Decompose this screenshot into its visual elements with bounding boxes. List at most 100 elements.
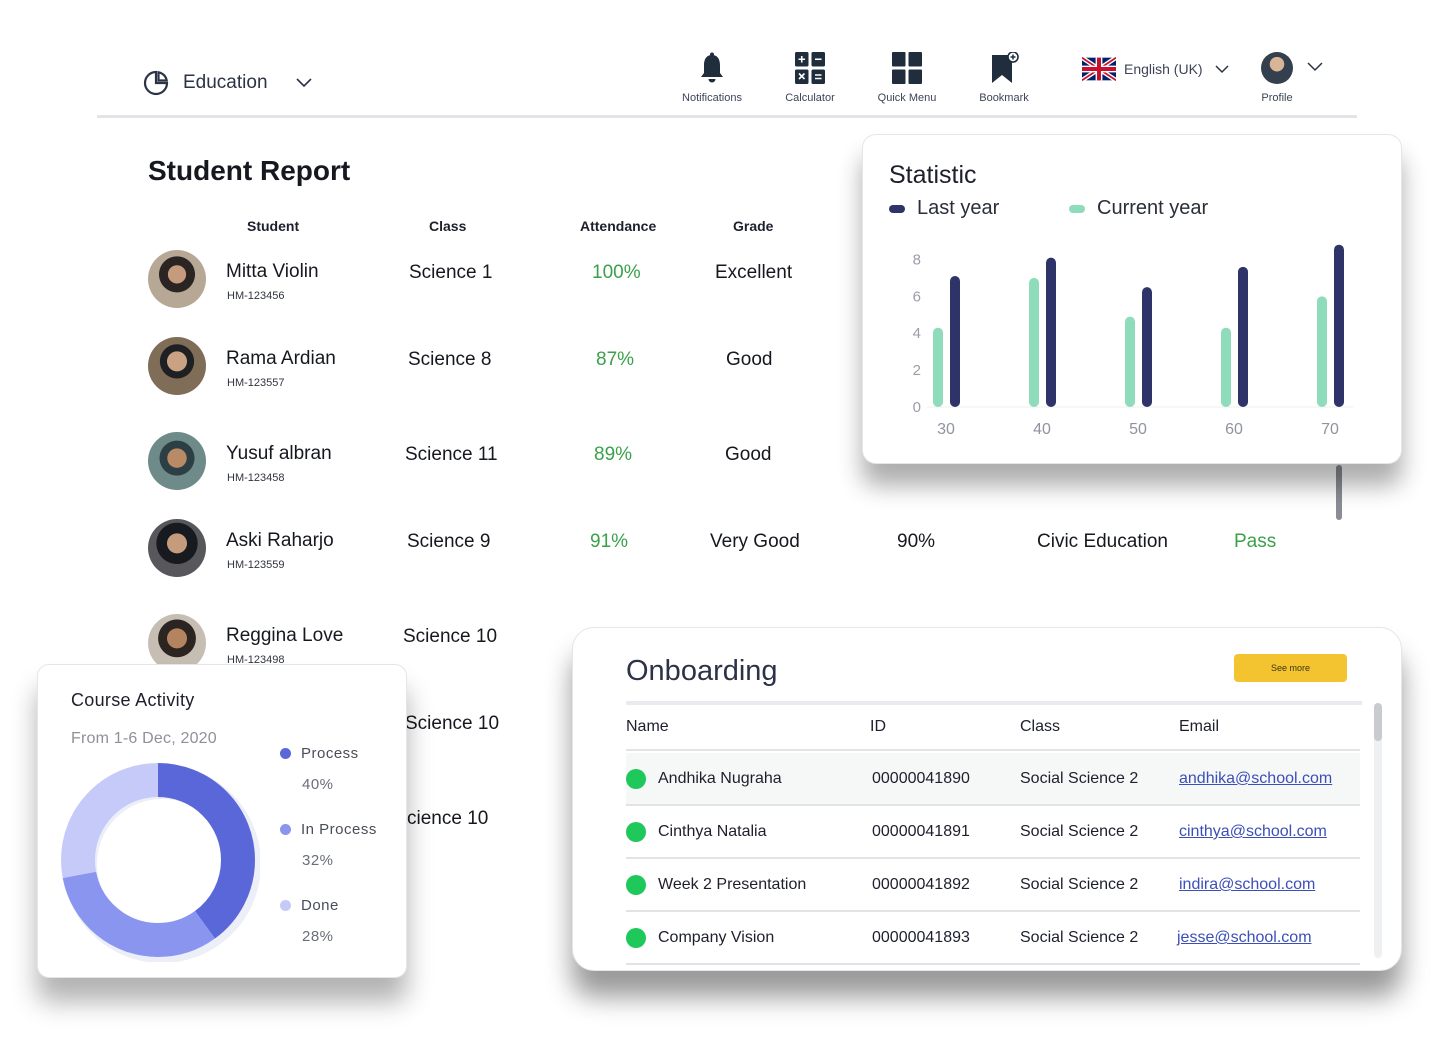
table-row[interactable]: Company Vision 00000041893 Social Scienc…: [626, 912, 1360, 965]
student-class: Science 10: [405, 713, 500, 734]
app-switcher[interactable]: Education: [143, 70, 312, 96]
bar-current-year: [933, 327, 943, 407]
student-attendance: 91%: [590, 531, 629, 552]
donut-segment-done: [61, 763, 255, 957]
student-attendance: 100%: [592, 262, 641, 283]
table-row[interactable]: Week 2 Presentation 00000041892 Social S…: [626, 859, 1360, 912]
x-tick-label: 70: [1321, 421, 1339, 438]
student-row[interactable]: Mitta Violin HM-123456 Science 1 100% Ex…: [148, 250, 1328, 312]
y-tick-label: 8: [913, 251, 921, 268]
row-email-link[interactable]: cinthya@school.com: [1179, 823, 1327, 840]
calculator-icon: [795, 52, 825, 84]
nav-label: Calculator: [785, 92, 835, 104]
student-class: Science 8: [408, 349, 492, 370]
nav-quick-menu[interactable]: Quick Menu: [862, 52, 952, 104]
column-header-name: Name: [626, 718, 669, 735]
student-class: Science 9: [407, 531, 491, 552]
x-tick-label: 60: [1225, 421, 1243, 438]
row-email-link[interactable]: jesse@school.com: [1177, 929, 1312, 946]
chevron-down-icon[interactable]: [295, 78, 312, 88]
divider: [626, 701, 1362, 705]
row-name: Week 2 Presentation: [658, 876, 807, 893]
legend-item-done: Done 28%: [280, 897, 339, 945]
row-email-link[interactable]: andhika@school.com: [1179, 770, 1333, 787]
page-title: Student Report: [148, 155, 351, 186]
row-id: 00000041891: [872, 823, 970, 840]
student-row[interactable]: Rama Ardian HM-123557 Science 8 87% Good: [148, 337, 1328, 399]
column-header-attendance: Attendance: [580, 218, 657, 234]
onboarding-card: Onboarding See more Name ID Class Email …: [572, 627, 1402, 971]
chevron-down-icon[interactable]: [1215, 64, 1229, 74]
scrollbar-thumb[interactable]: [1374, 703, 1382, 741]
card-title: Onboarding: [626, 655, 778, 687]
scrollbar[interactable]: [1336, 465, 1342, 520]
student-subject: Civic Education: [1037, 531, 1168, 552]
row-name: Cinthya Natalia: [658, 823, 767, 840]
student-score: 90%: [897, 531, 936, 552]
legend-percent: 28%: [302, 928, 334, 945]
column-header-student: Student: [247, 218, 300, 234]
y-tick-label: 6: [913, 288, 921, 305]
row-email-link[interactable]: indira@school.com: [1179, 876, 1316, 893]
student-grade: Good: [726, 349, 773, 370]
nav-label: Bookmark: [979, 92, 1029, 104]
student-status: Pass: [1234, 531, 1277, 552]
legend-label: Current year: [1097, 197, 1209, 219]
table-row[interactable]: Andhika Nugraha 00000041890 Social Scien…: [626, 753, 1360, 806]
student-attendance: 89%: [594, 444, 633, 465]
student-class: Science 1: [409, 262, 493, 283]
legend-last-year: Last year: [889, 197, 999, 220]
language-selector[interactable]: English (UK): [1082, 57, 1229, 81]
chevron-down-icon[interactable]: [1307, 62, 1323, 72]
x-tick-label: 30: [937, 421, 955, 438]
avatar: [148, 250, 206, 308]
table-row[interactable]: Cinthya Natalia 00000041891 Social Scien…: [626, 806, 1360, 859]
see-more-button[interactable]: See more: [1234, 654, 1347, 682]
nav-bookmark[interactable]: Bookmark: [959, 52, 1049, 104]
row-id: 00000041892: [872, 876, 970, 893]
uk-flag-icon: [1082, 57, 1116, 81]
student-name: Rama Ardian: [226, 348, 336, 369]
bar-last-year: [1238, 266, 1248, 407]
bookmark-icon: [992, 52, 1019, 83]
legend-swatch: [889, 204, 905, 213]
row-class: Social Science 2: [1020, 770, 1139, 787]
bar-last-year: [1142, 287, 1152, 407]
scrollbar-track[interactable]: [1374, 703, 1382, 958]
pie-chart-icon: [143, 70, 169, 96]
avatar: [148, 337, 206, 395]
avatar: [1261, 52, 1293, 84]
x-tick-label: 40: [1033, 421, 1051, 438]
student-name: Aski Raharjo: [226, 530, 334, 551]
y-tick-label: 4: [913, 325, 921, 342]
student-id: HM-123557: [227, 377, 285, 389]
row-name: Company Vision: [658, 929, 775, 946]
bar-chart: 0 2 4 6 8 30 40 50 60 70: [913, 244, 1353, 438]
avatar: [148, 614, 206, 672]
student-grade: Very Good: [710, 531, 800, 552]
nav-calculator[interactable]: Calculator: [765, 52, 855, 104]
legend-percent: 40%: [302, 776, 334, 793]
column-header-grade: Grade: [733, 218, 774, 234]
legend-current-year: Current year: [1069, 197, 1208, 220]
nav-notifications[interactable]: Notifications: [667, 52, 757, 104]
student-row[interactable]: Reggina Love HM-123498 Science 10: [148, 614, 1328, 676]
row-name: Andhika Nugraha: [658, 770, 782, 787]
profile-label: Profile: [1261, 92, 1293, 104]
student-row[interactable]: Yusuf albran HM-123458 Science 11 89% Go…: [148, 432, 1328, 494]
avatar: [148, 519, 206, 577]
column-header-class: Class: [1020, 718, 1061, 735]
top-bar: Education Notifications Calculator: [97, 40, 1357, 118]
status-dot: [626, 822, 646, 842]
y-tick-label: 0: [913, 399, 921, 416]
grid-icon: [892, 52, 922, 84]
student-row[interactable]: Aski Raharjo HM-123559 Science 9 91% Ver…: [148, 519, 1328, 581]
course-activity-card: Course Activity From 1-6 Dec, 2020 Proce…: [37, 664, 407, 978]
profile-menu[interactable]: Profile: [1247, 52, 1307, 104]
bell-icon: [701, 52, 723, 83]
student-class: Science 10: [403, 626, 498, 647]
legend-dot: [280, 748, 291, 759]
nav-label: Quick Menu: [877, 92, 937, 104]
student-name: Mitta Violin: [226, 261, 319, 282]
legend-percent: 32%: [302, 852, 334, 869]
